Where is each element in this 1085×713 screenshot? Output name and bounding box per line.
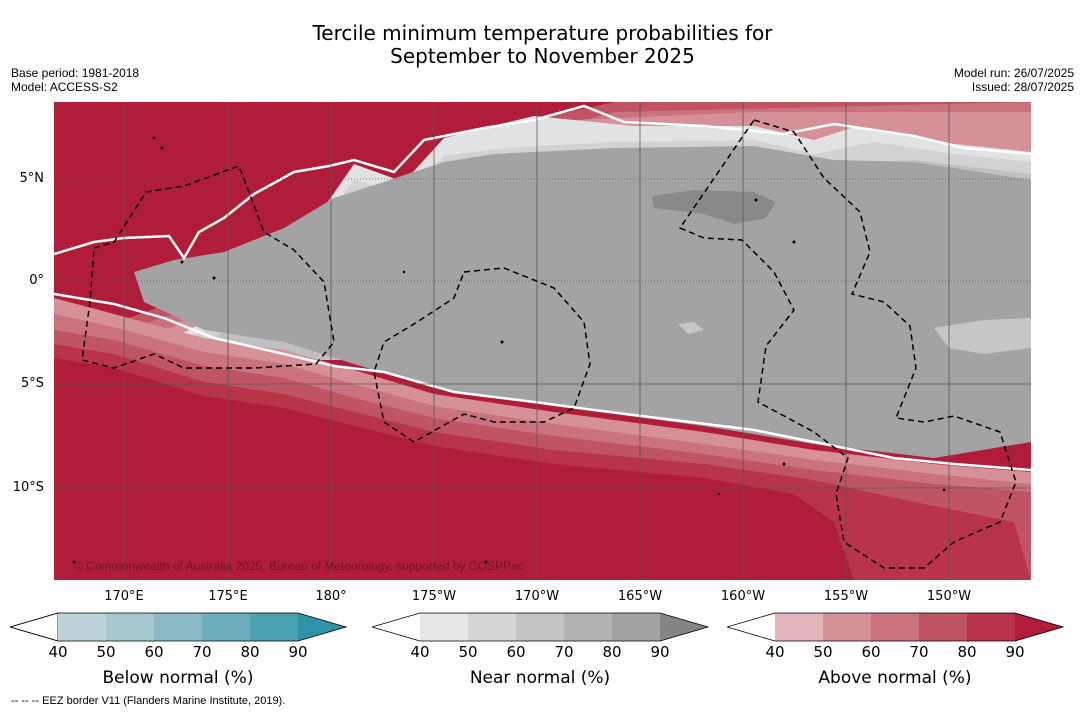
eez-line-islands — [678, 119, 1017, 569]
colorbar-swatch — [298, 613, 346, 641]
islands — [72, 136, 946, 564]
eez-footnote: -- -- -- EEZ border V11 (Flanders Marine… — [11, 695, 286, 707]
island — [942, 488, 946, 492]
lon-gridlines — [123, 102, 950, 580]
colorbar-tick: 50 — [813, 643, 833, 661]
island — [500, 340, 504, 344]
colorbar-swatch — [154, 613, 202, 641]
colorbar-swatch — [775, 613, 823, 641]
colorbar-tick: 60 — [506, 643, 526, 661]
lat-label-10s: 10°S — [12, 480, 44, 495]
near-normal-edge-north — [54, 104, 1031, 261]
colorbar-tick: 50 — [96, 643, 116, 661]
meta-right: Model run: 26/07/2025 Issued: 28/07/2025 — [954, 66, 1074, 94]
colorbar-tick: 90 — [1005, 643, 1025, 661]
colorbar-tick: 70 — [554, 643, 574, 661]
colorbar-swatch — [564, 613, 612, 641]
colorbar-tick: 80 — [957, 643, 977, 661]
island — [180, 260, 184, 264]
island — [152, 136, 156, 140]
colorbar-swatch — [1015, 613, 1063, 641]
lat-label-0: 0° — [29, 273, 44, 288]
colorbar-tick: 60 — [144, 643, 164, 661]
base-period-label: Base period: 1981-2018 — [11, 66, 140, 80]
colorbar-swatch — [727, 613, 775, 641]
island — [484, 560, 488, 564]
lon-label-175w: 175°W — [411, 589, 457, 604]
colorbar-swatch — [612, 613, 660, 641]
colorbar-above-normal-strip — [727, 612, 1065, 642]
colorbar-swatch — [823, 613, 871, 641]
colorbar-swatch — [58, 613, 106, 641]
lat-label-5n: 5°N — [19, 171, 45, 186]
lat-label-5s: 5°S — [20, 376, 44, 391]
lon-label-165w: 165°W — [617, 589, 663, 604]
colorbar-near-normal-strip — [372, 612, 710, 642]
lon-label-170e: 170°E — [104, 589, 144, 604]
model-label: Model: ACCESS-S2 — [11, 80, 118, 94]
colorbar-above-normal-title: Above normal (%) — [818, 668, 972, 688]
colorbar-tick: 90 — [650, 643, 670, 661]
colorbar-tick: 40 — [48, 643, 68, 661]
colorbar-swatch — [919, 613, 967, 641]
lon-label-175e: 175°E — [208, 589, 248, 604]
map-title-line2: September to November 2025 — [390, 44, 695, 68]
island — [782, 462, 786, 466]
colorbar-swatch — [372, 613, 420, 641]
colorbar-outline — [10, 612, 348, 642]
colorbar-swatch — [10, 612, 59, 642]
island — [402, 270, 406, 274]
copyright-text: © Commonwealth of Australia 2025, Bureau… — [74, 559, 524, 573]
map-title: Tercile minimum temperature probabilitie… — [0, 22, 1085, 68]
near-normal-light-islet — [678, 322, 704, 334]
colorbar-swatch — [468, 613, 516, 641]
island — [754, 198, 758, 202]
near-normal-core — [134, 146, 1031, 458]
island — [72, 560, 76, 564]
colorbar-swatch — [967, 613, 1015, 641]
colorbar-below-normal-title: Below normal (%) — [102, 668, 254, 688]
colorbar-swatch — [420, 613, 468, 641]
colorbar-near-normal-title: Near normal (%) — [469, 668, 611, 688]
colorbar-swatch — [202, 613, 250, 641]
colorbar-below-normal-strip — [10, 612, 348, 642]
colorbar-outline — [727, 612, 1065, 642]
map-title-line1: Tercile minimum temperature probabilitie… — [312, 21, 773, 45]
eez-borders — [81, 119, 1017, 569]
island — [212, 276, 216, 280]
colorbar-tick: 70 — [192, 643, 212, 661]
colorbar-tick: 80 — [240, 643, 260, 661]
lon-label-180: 180° — [315, 589, 347, 604]
colorbar-tick: 40 — [410, 643, 430, 661]
lon-label-160w: 160°W — [720, 589, 766, 604]
lon-label-155w: 155°W — [823, 589, 869, 604]
island — [717, 492, 721, 496]
colorbar-swatch — [250, 613, 298, 641]
colorbar-tick: 60 — [861, 643, 881, 661]
lon-label-150w: 150°W — [926, 589, 972, 604]
eez-tuvalu-kiribati-west — [81, 165, 335, 369]
colorbar-tick: 90 — [288, 643, 308, 661]
island — [160, 146, 164, 150]
colorbar-outline — [372, 612, 710, 642]
near-normal-edge-south — [54, 292, 1031, 472]
issued-label: Issued: 28/07/2025 — [971, 80, 1074, 94]
meta-left: Base period: 1981-2018 Model: ACCESS-S2 — [11, 66, 139, 94]
colorbar-tick: 40 — [765, 643, 785, 661]
colorbar-swatch — [106, 613, 154, 641]
island — [792, 240, 796, 244]
colorbar-swatch — [871, 613, 919, 641]
colorbar-tick: 70 — [909, 643, 929, 661]
near-normal-dark-patch — [652, 190, 776, 224]
probability-map: © Commonwealth of Australia 2025, Bureau… — [54, 102, 1031, 580]
near-normal-east-light — [934, 318, 1031, 354]
lat-gridlines — [54, 178, 1031, 489]
colorbar-swatch — [660, 613, 708, 641]
model-run-label: Model run: 26/07/2025 — [953, 66, 1074, 80]
colorbar-tick: 50 — [458, 643, 478, 661]
colorbar-tick: 80 — [602, 643, 622, 661]
south-band-90 — [54, 358, 854, 580]
lon-label-170w: 170°W — [514, 589, 560, 604]
colorbar-swatch — [516, 613, 564, 641]
